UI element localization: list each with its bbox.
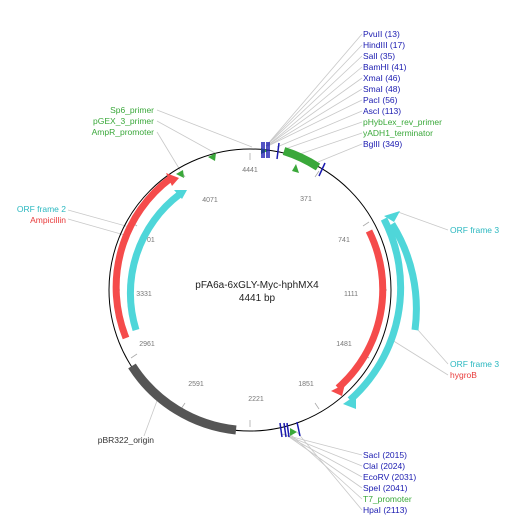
label-asci[interactable]: AscI (113): [363, 106, 401, 116]
backbone-circle: [108, 148, 392, 432]
label-orf-frame-3-top[interactable]: ORF frame 3: [450, 225, 499, 235]
label-hygrob[interactable]: hygroB: [450, 370, 477, 380]
label-clai[interactable]: ClaI (2024): [363, 461, 405, 471]
label-orf-frame-3-bottom[interactable]: ORF frame 3: [450, 359, 499, 369]
tick-label-7: 2591: [188, 381, 204, 388]
orf-frame-3-outer-feature[interactable]: [347, 217, 405, 403]
tick-5: 1851: [298, 381, 320, 410]
orf-frame-3-outer-arrowhead: [343, 395, 356, 409]
site-hpai: [296, 421, 301, 437]
site-saci: [279, 422, 283, 438]
ampr-promoter-marker[interactable]: [176, 170, 184, 178]
tick-label-11: 4071: [202, 197, 218, 204]
top-right-labels: PvuII (13) HindIII (17) SalI (35) BamHI …: [363, 29, 442, 149]
label-saci[interactable]: SacI (2015): [363, 450, 407, 460]
orf-frame-3-inner-feature[interactable]: [389, 222, 420, 331]
site-ecorv: [286, 422, 290, 438]
plasmid-name: pFA6a-6xGLY-Myc-hphMX4: [195, 280, 319, 291]
tick-label-8: 2961: [139, 341, 155, 348]
label-sp6-primer[interactable]: Sp6_primer: [110, 105, 154, 115]
label-hpai[interactable]: HpaI (2113): [363, 505, 407, 515]
label-smai[interactable]: SmaI (48): [363, 84, 400, 94]
label-sali[interactable]: SalI (35): [363, 51, 395, 61]
orf-frame-2-feature[interactable]: [126, 191, 183, 332]
orf-frame-2-arrowhead: [174, 190, 187, 199]
site-clai: [283, 422, 287, 438]
plasmid-size: 4441 bp: [239, 293, 276, 304]
label-ecorv[interactable]: EcoRV (2031): [363, 472, 416, 482]
tick-label-6: 2221: [248, 396, 264, 403]
tick-0: 4441: [242, 153, 258, 174]
label-pvuii[interactable]: PvuII (13): [363, 29, 400, 39]
right-labels: ORF frame 3 ORF frame 3 hygroB: [450, 225, 499, 380]
tick-7: 2591: [180, 381, 204, 410]
tick-label-3: 1111: [344, 291, 358, 298]
pgex-3-primer-marker[interactable]: [208, 153, 216, 161]
pbr322-origin-feature[interactable]: [128, 363, 237, 435]
tick-6: 2221: [248, 396, 264, 427]
label-bglii[interactable]: BglII (349): [363, 139, 402, 149]
hygrob-arrowhead: [331, 384, 345, 396]
label-spei[interactable]: SpeI (2041): [363, 483, 408, 493]
label-t7-promoter[interactable]: T7_promoter: [363, 494, 412, 504]
left-labels: ORF frame 2 Ampicillin: [17, 204, 66, 225]
hygrob-feature[interactable]: [335, 229, 387, 391]
bp-ticks: 4441 371 741 1111 1481 1851 2221 2591 29…: [113, 153, 387, 427]
tick-label-5: 1851: [298, 381, 314, 388]
tick-label-2: 741: [338, 237, 350, 244]
site-bglii: [318, 162, 326, 177]
tick-label-4: 1481: [336, 341, 352, 348]
t7-promoter-marker[interactable]: [290, 428, 297, 436]
tick-11: 4071: [180, 170, 218, 204]
label-ampicillin[interactable]: Ampicillin: [30, 215, 66, 225]
label-paci[interactable]: PacI (56): [363, 95, 398, 105]
ampicillin-feature[interactable]: [112, 175, 174, 340]
tick-label-10: 3701: [139, 237, 155, 244]
tick-1: 371: [300, 170, 320, 203]
tick-2: 741: [338, 221, 370, 244]
ampicillin-arrowhead: [166, 173, 179, 186]
phyblex-rev-primer-marker[interactable]: [292, 164, 299, 173]
tick-label-1: 371: [300, 196, 312, 203]
top-left-labels: Sp6_primer pGEX_3_primer AmpR_promoter: [92, 105, 155, 137]
label-bamhi[interactable]: BamHI (41): [363, 62, 407, 72]
label-pbr322-origin[interactable]: pBR322_origin: [98, 435, 155, 445]
tick-8: 2961: [130, 341, 155, 359]
label-hindiii[interactable]: HindIII (17): [363, 40, 405, 50]
label-yadh1-terminator[interactable]: yADH1_terminator: [363, 128, 433, 138]
site-asci: [276, 142, 280, 160]
label-orf-frame-2[interactable]: ORF frame 2: [17, 204, 66, 214]
restriction-sites: [261, 142, 326, 438]
bottom-right-labels: SacI (2015) ClaI (2024) EcoRV (2031) Spe…: [363, 450, 416, 515]
label-ampr-promoter[interactable]: AmpR_promoter: [92, 127, 155, 137]
label-xmai[interactable]: XmaI (46): [363, 73, 400, 83]
label-leader-lines: [67, 33, 449, 511]
label-pgex-3-primer[interactable]: pGEX_3_primer: [93, 116, 154, 126]
yadh1-terminator-feature[interactable]: [282, 147, 321, 171]
label-phyblex-rev-primer[interactable]: pHybLex_rev_primer: [363, 117, 442, 127]
tick-label-0: 4441: [242, 167, 258, 174]
orf-frame-3-inner-arrowhead: [384, 211, 400, 222]
tick-label-9: 3331: [136, 291, 152, 298]
